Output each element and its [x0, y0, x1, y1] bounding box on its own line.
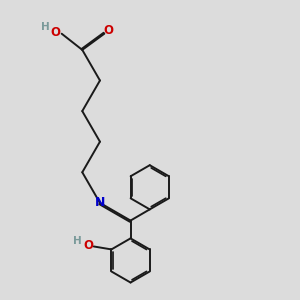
- Text: O: O: [103, 24, 113, 37]
- Text: H: H: [41, 22, 50, 32]
- Text: N: N: [95, 196, 105, 209]
- Text: H: H: [73, 236, 82, 246]
- Text: O: O: [50, 26, 60, 39]
- Text: O: O: [83, 239, 94, 252]
